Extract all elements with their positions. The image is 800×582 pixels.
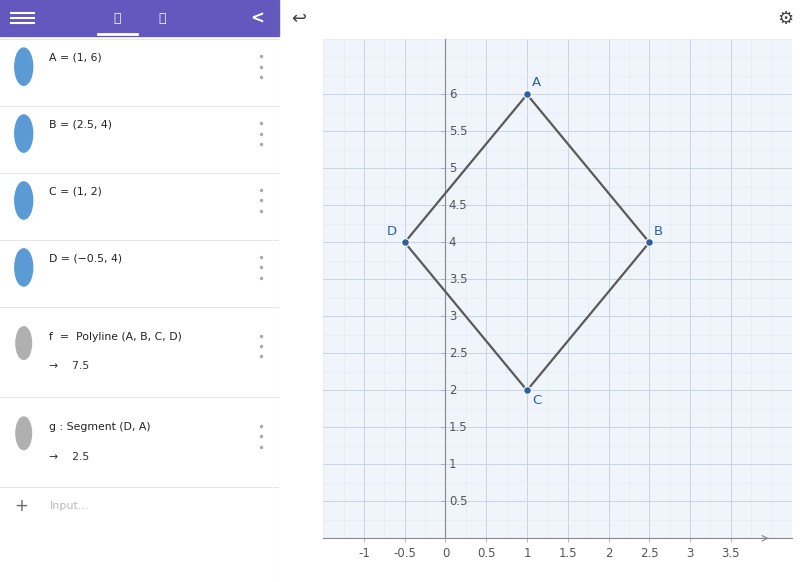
Text: A = (1, 6): A = (1, 6) [49,53,102,63]
Text: D = (−0.5, 4): D = (−0.5, 4) [49,254,122,264]
Text: 2.5: 2.5 [449,347,467,360]
Text: 1.5: 1.5 [449,421,467,434]
Circle shape [14,115,33,152]
Text: 1: 1 [449,458,456,471]
Text: C = (1, 2): C = (1, 2) [49,187,102,197]
Text: 3.5: 3.5 [449,273,467,286]
Text: Input...: Input... [50,501,90,511]
Text: 2: 2 [449,384,456,397]
Text: 5: 5 [449,162,456,175]
Text: 0.5: 0.5 [449,495,467,508]
Text: 4: 4 [449,236,456,249]
Text: 5.5: 5.5 [449,125,467,138]
Text: 4.5: 4.5 [449,199,467,212]
Text: f  =  Polyline (A, B, C, D): f = Polyline (A, B, C, D) [49,332,182,342]
Circle shape [14,48,33,86]
Text: 3: 3 [449,310,456,323]
Text: <: < [250,9,264,27]
Text: g : Segment (D, A): g : Segment (D, A) [49,423,150,432]
Text: B: B [654,225,663,238]
Text: ↩: ↩ [291,10,306,28]
Bar [0,0,279,36]
Circle shape [16,327,31,360]
Text: C: C [532,393,541,407]
Text: 6: 6 [449,88,456,101]
Text: ⚙: ⚙ [778,10,794,28]
Text: 🚴: 🚴 [158,12,166,24]
Text: D: D [386,225,397,238]
Text: A: A [532,76,541,89]
Text: →    7.5: → 7.5 [49,361,89,371]
Circle shape [14,249,33,286]
Text: 📄: 📄 [114,12,121,24]
Circle shape [16,417,31,450]
Circle shape [14,182,33,219]
Text: B = (2.5, 4): B = (2.5, 4) [49,120,112,130]
Text: →    2.5: → 2.5 [49,452,89,462]
Text: +: + [14,497,28,515]
